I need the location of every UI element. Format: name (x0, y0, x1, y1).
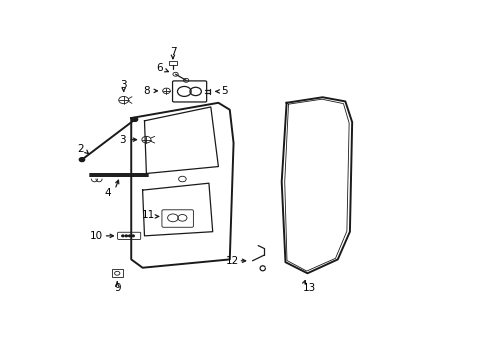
Circle shape (125, 235, 127, 237)
Text: 3: 3 (120, 135, 126, 145)
Circle shape (79, 158, 84, 162)
Text: 6: 6 (156, 63, 163, 73)
Bar (169, 61, 176, 66)
Text: 3: 3 (120, 80, 127, 90)
Circle shape (128, 235, 131, 237)
Circle shape (132, 117, 138, 121)
Circle shape (132, 235, 134, 237)
Text: 10: 10 (90, 231, 102, 241)
Text: 2: 2 (77, 144, 83, 154)
Text: 13: 13 (302, 283, 315, 293)
Text: 7: 7 (169, 46, 176, 57)
Text: 11: 11 (142, 210, 155, 220)
Text: 5: 5 (220, 86, 227, 96)
Text: 4: 4 (104, 188, 110, 198)
Text: 9: 9 (114, 283, 120, 293)
Bar (112, 269, 122, 277)
Text: 8: 8 (143, 86, 150, 96)
Circle shape (122, 235, 124, 237)
Text: 12: 12 (225, 256, 239, 266)
